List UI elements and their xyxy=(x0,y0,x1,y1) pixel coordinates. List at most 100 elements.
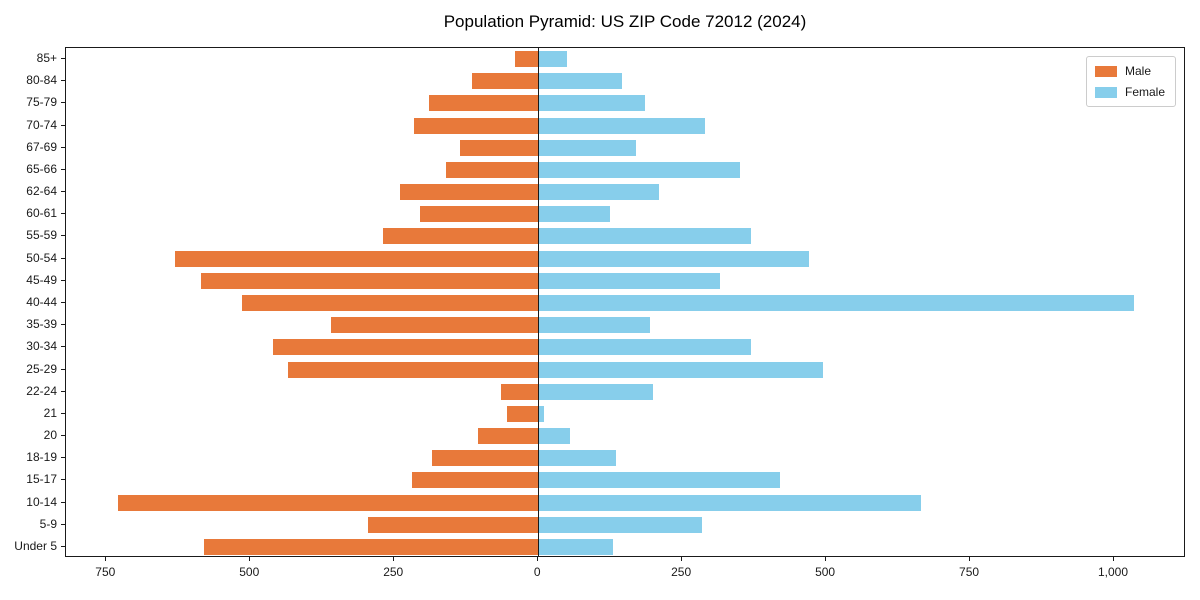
bar-male-10-14 xyxy=(117,494,539,511)
x-tick-label: 750 xyxy=(959,565,980,579)
x-tick-mark xyxy=(537,557,539,561)
y-tick-label: 85+ xyxy=(36,51,57,66)
y-tick-label: 75-79 xyxy=(26,95,57,110)
y-tick-mark xyxy=(61,257,65,259)
bar-female-55-59 xyxy=(538,228,752,245)
x-tick-label: 500 xyxy=(815,565,836,579)
y-tick-label: 45-49 xyxy=(26,272,57,287)
y-tick-label: 18-19 xyxy=(26,450,57,465)
bar-female-40-44 xyxy=(538,295,1135,311)
legend-item-male: Male xyxy=(1094,64,1165,78)
y-tick-mark xyxy=(61,191,65,193)
bar-male-20 xyxy=(477,428,539,445)
y-tick-mark xyxy=(61,368,65,370)
bar-female-35-39 xyxy=(538,317,651,334)
y-tick-label: 55-59 xyxy=(26,228,57,243)
bar-female-75-79 xyxy=(538,95,645,112)
legend-item-female: Female xyxy=(1094,85,1165,99)
x-tick-mark xyxy=(969,557,971,561)
bar-female-Under 5 xyxy=(538,538,614,555)
x-tick-mark xyxy=(249,557,251,561)
bar-female-25-29 xyxy=(538,361,824,378)
x-tick-mark xyxy=(105,557,107,561)
bar-male-67-69 xyxy=(460,139,539,156)
y-tick-label: 20 xyxy=(43,428,57,443)
y-tick-mark xyxy=(61,457,65,459)
y-tick-label: 22-24 xyxy=(26,383,57,398)
y-tick-mark xyxy=(61,80,65,82)
y-tick-label: 50-54 xyxy=(26,250,57,265)
bar-female-60-61 xyxy=(538,206,611,223)
y-tick-label: 35-39 xyxy=(26,317,57,332)
y-tick-mark xyxy=(61,58,65,60)
bar-female-5-9 xyxy=(538,516,703,533)
bar-female-80-84 xyxy=(538,73,622,90)
bar-male-22-24 xyxy=(500,383,539,400)
y-tick-label: 62-64 xyxy=(26,184,57,199)
y-tick-label: 10-14 xyxy=(26,494,57,509)
legend: Male Female xyxy=(1085,56,1176,107)
bar-male-85+ xyxy=(515,51,539,68)
bar-male-5-9 xyxy=(368,516,539,533)
zero-axis-line xyxy=(538,48,540,556)
bar-male-60-61 xyxy=(420,206,539,223)
y-tick-label: 25-29 xyxy=(26,361,57,376)
bar-male-15-17 xyxy=(411,472,539,489)
y-tick-label: 40-44 xyxy=(26,295,57,309)
x-tick-label: 0 xyxy=(533,565,541,579)
y-tick-mark xyxy=(61,523,65,525)
bar-female-65-66 xyxy=(538,161,740,178)
x-tick-label: 500 xyxy=(239,565,260,579)
bar-male-75-79 xyxy=(428,95,539,112)
x-tick-mark xyxy=(393,557,395,561)
bar-female-22-24 xyxy=(538,383,654,400)
plot-area: Male Female xyxy=(65,47,1185,557)
bar-female-10-14 xyxy=(538,494,922,511)
y-tick-label: 5-9 xyxy=(39,516,57,531)
bar-female-20 xyxy=(538,428,570,445)
chart-title: Population Pyramid: US ZIP Code 72012 (2… xyxy=(443,12,807,31)
female-legend-swatch xyxy=(1094,86,1117,98)
male-legend-swatch xyxy=(1094,65,1117,77)
bar-male-25-29 xyxy=(287,361,539,378)
y-tick-label: 67-69 xyxy=(26,139,57,154)
bar-female-85+ xyxy=(538,51,567,68)
bar-female-15-17 xyxy=(538,472,781,489)
y-tick-mark xyxy=(61,124,65,126)
bar-female-30-34 xyxy=(538,339,752,356)
x-tick-label: 750 xyxy=(95,565,116,579)
y-tick-mark xyxy=(61,435,65,437)
bar-male-18-19 xyxy=(431,450,539,467)
bar-male-55-59 xyxy=(382,228,539,245)
x-tick-mark xyxy=(681,557,683,561)
y-tick-mark xyxy=(61,213,65,215)
bar-male-40-44 xyxy=(241,295,539,311)
y-tick-label: 80-84 xyxy=(26,73,57,88)
bar-female-21 xyxy=(538,405,544,422)
bar-male-30-34 xyxy=(273,339,539,356)
bar-female-50-54 xyxy=(538,250,809,267)
bar-male-45-49 xyxy=(201,272,539,289)
y-tick-mark xyxy=(61,168,65,170)
female-legend-label: Female xyxy=(1124,85,1165,99)
bar-female-62-64 xyxy=(538,184,660,201)
y-tick-label: 65-66 xyxy=(26,161,57,176)
y-tick-mark xyxy=(61,501,65,503)
y-tick-mark xyxy=(61,324,65,326)
y-tick-label: Under 5 xyxy=(14,538,57,553)
y-tick-label: 70-74 xyxy=(26,117,57,132)
bar-male-62-64 xyxy=(399,184,539,201)
x-tick-mark xyxy=(1113,557,1115,561)
bar-male-35-39 xyxy=(330,317,539,334)
y-tick-mark xyxy=(61,479,65,481)
y-tick-mark xyxy=(61,102,65,104)
y-tick-label: 60-61 xyxy=(26,206,57,221)
y-tick-label: 15-17 xyxy=(26,472,57,487)
male-legend-label: Male xyxy=(1124,64,1151,78)
bar-male-70-74 xyxy=(414,117,539,134)
y-tick-mark xyxy=(61,390,65,392)
bar-male-80-84 xyxy=(471,73,539,90)
y-tick-mark xyxy=(61,545,65,547)
bar-female-70-74 xyxy=(538,117,706,134)
